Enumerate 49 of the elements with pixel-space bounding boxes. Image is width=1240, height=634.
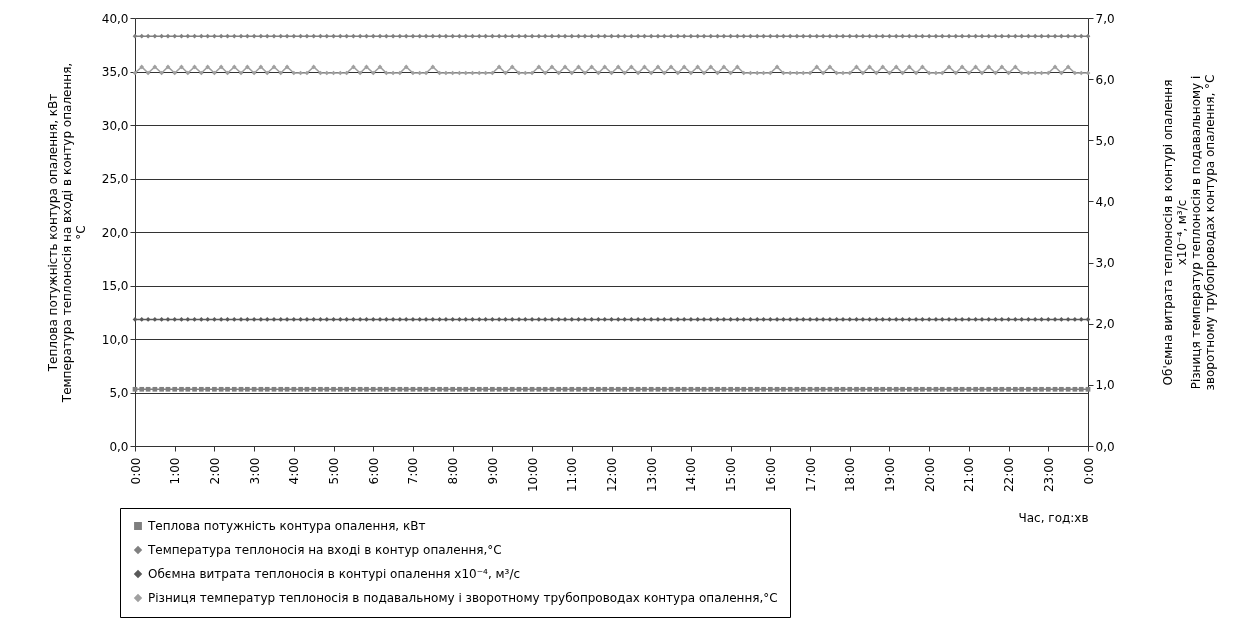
x-tick-label: 5:00: [327, 457, 342, 485]
y2-tick-label: 2,0: [1095, 317, 1115, 332]
x-tick-label: 10:00: [525, 457, 540, 493]
y-tick-label: 25,0: [101, 172, 129, 186]
x-tick-label: 12:00: [605, 457, 619, 493]
legend-label: Теплова потужність контура опалення, кВт: [147, 519, 426, 533]
y-tick-label: 15,0: [101, 279, 129, 293]
x-tick-label: 14:00: [684, 457, 699, 493]
y2-tick-label: 1,0: [1095, 378, 1115, 393]
y2-tick-label: 0,0: [1095, 439, 1115, 454]
y-tick-label: 40,0: [101, 11, 129, 26]
x-tick-label: 22:00: [1002, 457, 1017, 493]
x-tick-label: 3:00: [247, 457, 262, 485]
x-tick-label: 2:00: [207, 457, 222, 485]
x-tick-label: 15:00: [724, 457, 739, 493]
x-tick-label: 6:00: [366, 457, 381, 485]
y-tick-label: 0,0: [109, 439, 129, 454]
x-tick-label: 7:00: [406, 457, 421, 485]
y-tick-label: 30,0: [101, 118, 129, 133]
legend-label: Різниця температур теплоносія в подавальному і зворотному трубопроводах контура опалення,°С: [148, 591, 778, 605]
x-tick-label: 11:00: [565, 457, 580, 493]
x-tick-label: 0:00: [1081, 457, 1096, 485]
x-tick-label: 0:00: [128, 457, 143, 485]
x-tick-label: 17:00: [803, 457, 818, 493]
y2-axis-title: Об'ємна витрата теплоносія в контурі опалення x10⁻⁴, м³/с Різниця температур теплоносія в подавальному і зворотному трубопроводах контура опалення, °С: [1160, 74, 1217, 391]
legend-label: Обємна витрата теплоносія в контурі опалення x10⁻⁴, м³/с: [148, 567, 521, 581]
y2-tick-label: 5,0: [1095, 133, 1115, 148]
y2-tick-label: 4,0: [1095, 194, 1115, 209]
x-tick-label: 20:00: [922, 457, 937, 493]
x-tick-label: 16:00: [763, 457, 778, 493]
x-tick-label: 9:00: [485, 457, 500, 485]
x-tick-label: 19:00: [882, 457, 897, 493]
x-tick-label: 8:00: [446, 457, 461, 485]
y2-tick-label: 7,0: [1095, 11, 1115, 26]
y-tick-label: 10,0: [101, 332, 129, 347]
x-tick-label: 1:00: [168, 457, 183, 485]
y-tick-label: 35,0: [101, 65, 129, 79]
y-tick-label: 5,0: [109, 386, 129, 400]
legend-label: Температура теплоносія на вході в контур опалення,°С: [147, 543, 502, 557]
x-tick-label: 18:00: [843, 457, 858, 493]
y2-tick-label: 6,0: [1095, 72, 1115, 87]
x-axis-title: Час, год:хв: [1018, 510, 1089, 525]
y2-tick-label: 3,0: [1095, 256, 1115, 271]
x-tick-label: 4:00: [287, 457, 302, 485]
y-tick-label: 20,0: [101, 225, 129, 240]
x-tick-label: 13:00: [644, 457, 659, 493]
x-tick-label: 21:00: [962, 457, 977, 493]
x-tick-label: 23:00: [1041, 457, 1056, 493]
y-axis-title: Теплова потужність контура опалення, кВт Температура теплоносія на вході в контур опалення, °С: [45, 62, 88, 404]
